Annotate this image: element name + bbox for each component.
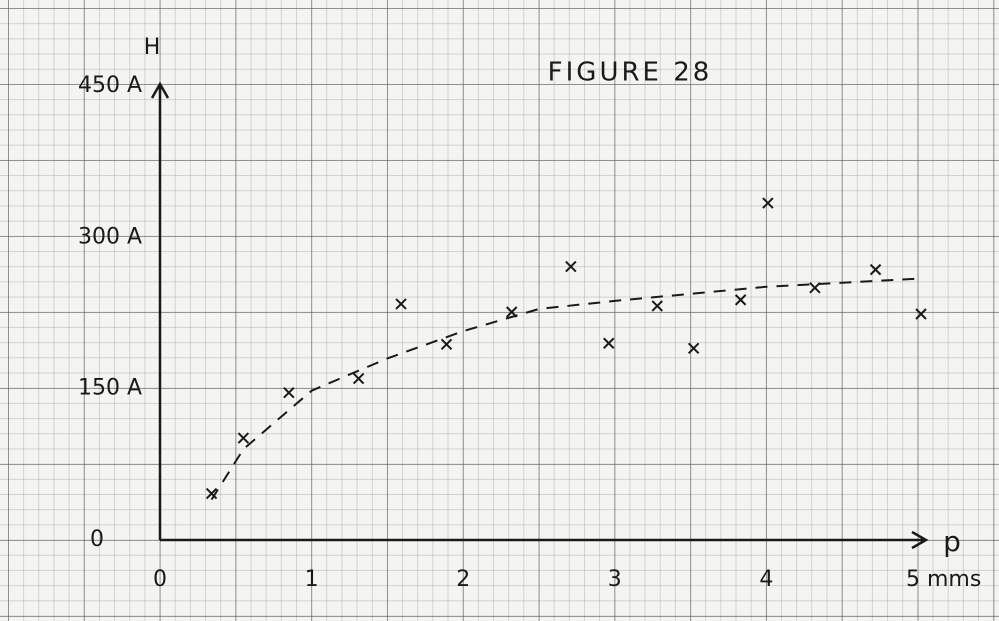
y-axis	[152, 84, 168, 540]
y-tick-label: 450 A	[78, 73, 142, 98]
data-point	[736, 295, 746, 305]
data-point	[871, 265, 881, 275]
data-point	[566, 262, 576, 272]
data-point	[916, 309, 926, 319]
data-point	[354, 374, 364, 384]
page: FIGURE 28 H p 0 150 A 300 A 450 A 0 1 2 3 4 5 mms…	[0, 0, 999, 621]
y-tick-label: 150 A	[78, 376, 142, 401]
y-axis-label: H	[144, 35, 161, 60]
data-point	[238, 433, 248, 443]
data-point	[763, 198, 773, 208]
data-point	[689, 343, 699, 353]
chart: FIGURE 28 H p 0 150 A 300 A 450 A 0 1 2 3 4 5 mms	[0, 0, 999, 621]
data-point	[652, 301, 662, 311]
x-tick-label: 0	[153, 567, 167, 592]
x-tick-label: 2	[456, 567, 470, 592]
y-tick-label: 0	[90, 527, 104, 552]
chart-title: FIGURE 28	[548, 58, 713, 88]
x-axis	[160, 532, 926, 548]
data-point	[396, 299, 406, 309]
y-tick-label: 300 A	[78, 224, 142, 249]
x-tick-label: 1	[305, 567, 319, 592]
x-tick-label: 5 mms	[906, 567, 981, 592]
data-point	[604, 338, 614, 348]
x-tick-label: 4	[759, 567, 773, 592]
x-axis-label: p	[943, 525, 961, 558]
x-tick-label: 3	[608, 567, 622, 592]
data-point	[442, 339, 452, 349]
trend-line	[212, 279, 918, 500]
data-point	[284, 388, 294, 398]
